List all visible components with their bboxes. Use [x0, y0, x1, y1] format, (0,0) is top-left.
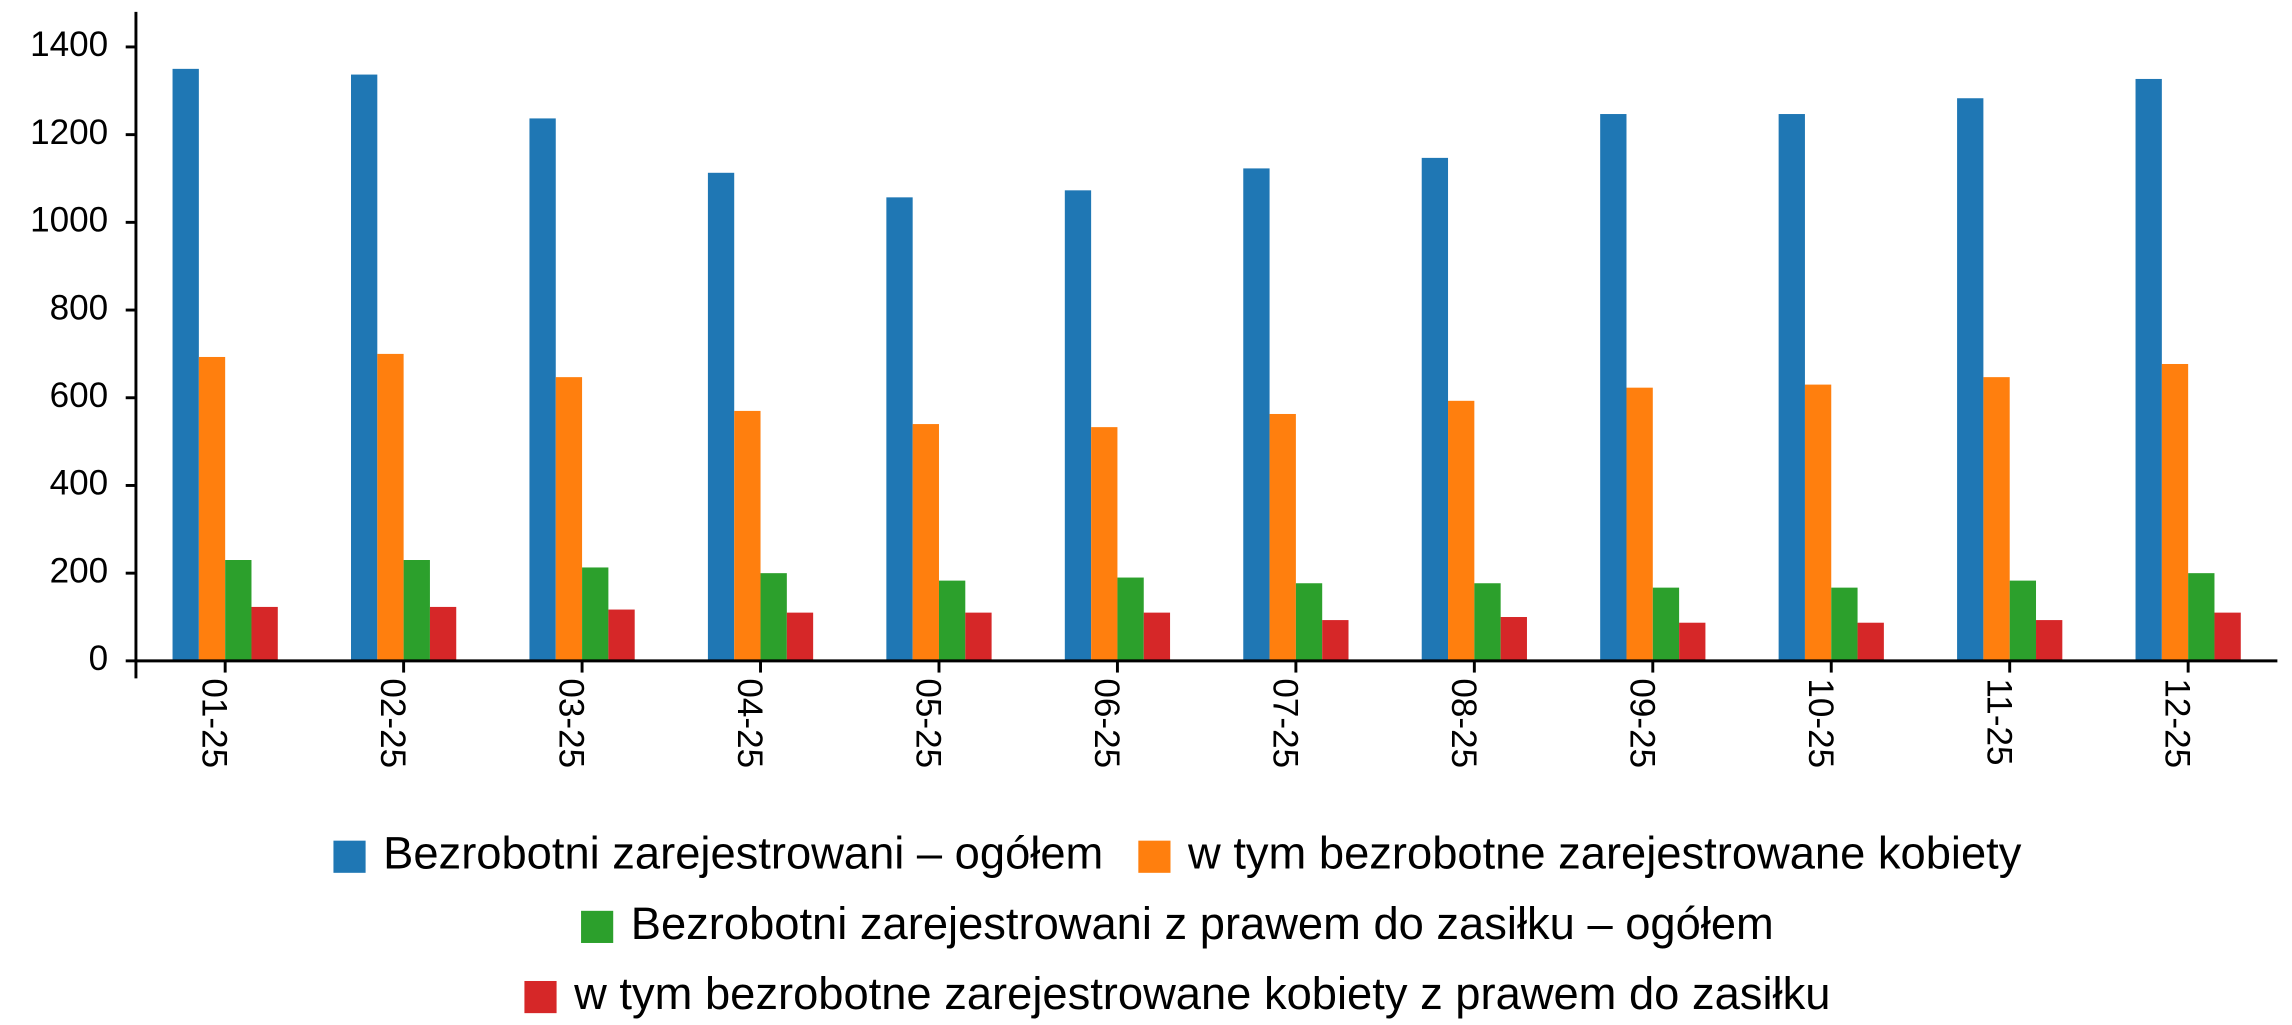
- bar: [2036, 620, 2063, 661]
- y-tick-label: 1000: [30, 201, 108, 240]
- x-tick-label: 06-25: [1087, 678, 1126, 768]
- bar: [529, 118, 556, 661]
- bar: [1269, 413, 1296, 661]
- bar: [582, 567, 609, 661]
- legend-swatch: [581, 910, 614, 943]
- legend-row: Bezrobotni zarejestrowani – ogółem w tym …: [333, 828, 2022, 879]
- legend-row: Bezrobotni zarejestrowani z prawem do za…: [581, 898, 1774, 949]
- x-tick-label: 02-25: [373, 678, 412, 768]
- x-tick-label: 03-25: [552, 678, 591, 768]
- y-tick-label: 400: [50, 464, 109, 503]
- y-tick-label: 1400: [30, 25, 108, 64]
- bar: [1421, 157, 1449, 661]
- legend-swatch: [333, 840, 366, 873]
- bar: [2188, 573, 2215, 661]
- y-tick-label: 600: [50, 376, 109, 415]
- x-tick-label: 11-25: [1979, 678, 2018, 765]
- bar: [1679, 622, 1706, 661]
- bar: [1804, 384, 1832, 661]
- bar: [1983, 377, 2010, 661]
- y-tick-label: 200: [50, 551, 109, 590]
- bar: [965, 612, 992, 661]
- bar: [1778, 114, 1805, 661]
- bar: [1243, 168, 1270, 661]
- bar: [1117, 577, 1144, 661]
- y-tick-label: 800: [50, 288, 109, 327]
- bar: [912, 424, 939, 661]
- y-tick-label: 1200: [30, 113, 108, 152]
- bar: [1500, 617, 1527, 661]
- bar: [2161, 363, 2189, 661]
- x-tick-label: 01-25: [195, 678, 234, 768]
- bar: [1474, 583, 1501, 661]
- bar: [1957, 98, 1984, 661]
- bar: [429, 606, 457, 661]
- bar: [938, 580, 966, 661]
- x-tick-label: 09-25: [1622, 678, 1661, 768]
- bar: [555, 377, 583, 661]
- bar: [760, 573, 787, 661]
- bar: [403, 560, 430, 661]
- bar: [1448, 400, 1475, 661]
- y-tick-label: 0: [89, 639, 109, 678]
- bar: [2214, 612, 2241, 661]
- legend-label: w tym bezrobotne zarejestrowane kobiety …: [573, 968, 1830, 1019]
- bar: [251, 606, 278, 661]
- bar: [172, 68, 199, 661]
- legend-row: w tym bezrobotne zarejestrowane kobiety …: [524, 968, 1830, 1019]
- bar: [225, 560, 252, 661]
- bar: [707, 172, 735, 661]
- bar: [198, 356, 226, 661]
- legend-label: Bezrobotni zarejestrowani – ogółem: [383, 828, 1103, 879]
- bar: [1091, 427, 1118, 661]
- bar: [1064, 190, 1092, 661]
- x-tick-label: 07-25: [1265, 678, 1304, 768]
- bar: [1322, 620, 1349, 661]
- bar: [1295, 583, 1323, 661]
- x-tick-label: 05-25: [909, 678, 948, 768]
- x-tick-label: 12-25: [2158, 678, 2197, 768]
- legend-label: Bezrobotni zarejestrowani z prawem do za…: [631, 898, 1774, 949]
- bar: [350, 74, 378, 661]
- bar: [734, 410, 761, 661]
- bar: [377, 353, 404, 661]
- bar: [1143, 612, 1171, 661]
- x-tick-label: 10-25: [1801, 678, 1840, 768]
- bar: [886, 197, 913, 661]
- bar: [1626, 387, 1653, 661]
- x-tick-label: 08-25: [1444, 678, 1483, 768]
- bar: [786, 612, 814, 661]
- legend-swatch: [1138, 840, 1171, 873]
- legend-swatch: [524, 980, 557, 1014]
- bar: [1831, 587, 1858, 661]
- bar: [608, 609, 635, 661]
- bar: [1600, 114, 1627, 661]
- bar: [2009, 580, 2037, 661]
- bar: [1652, 587, 1680, 661]
- bar: [2135, 78, 2162, 661]
- legend-label: w tym bezrobotne zarejestrowane kobiety: [1187, 828, 2022, 879]
- bar: [1857, 622, 1884, 661]
- x-tick-label: 04-25: [730, 678, 769, 768]
